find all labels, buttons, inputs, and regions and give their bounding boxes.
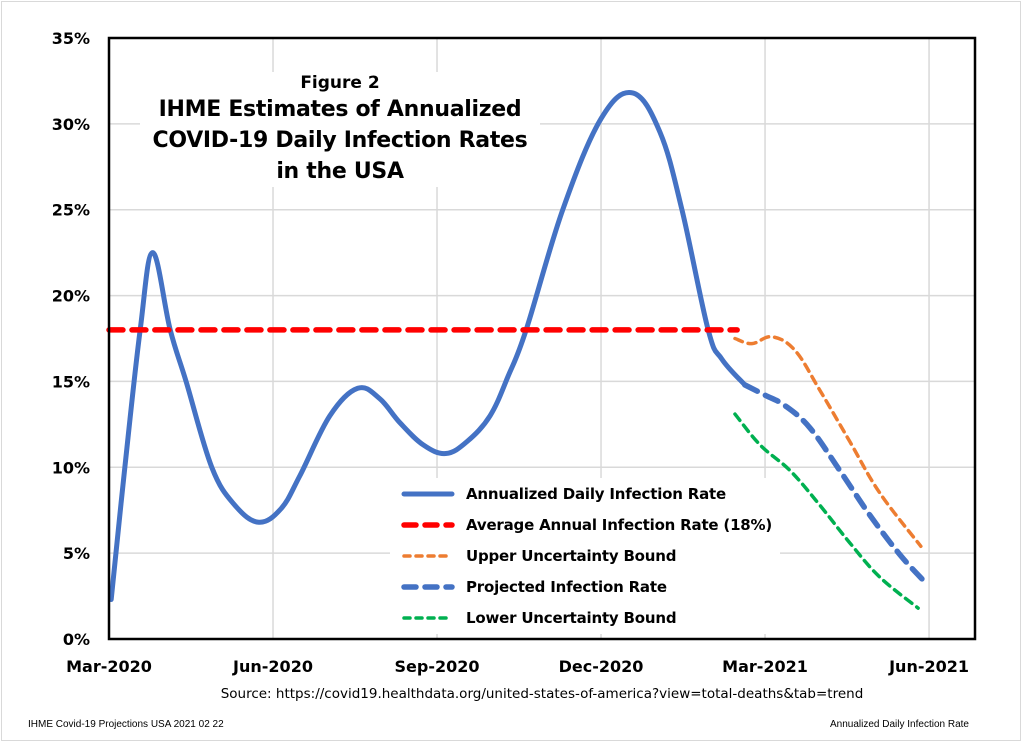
- chart-title-line-2: COVID-19 Daily Infection Rates: [152, 128, 528, 153]
- legend-item: Lower Uncertainty Bound: [390, 603, 677, 633]
- footer-left-note: IHME Covid-19 Projections USA 2021 02 22: [28, 719, 224, 730]
- x-tick-label: Sep-2020: [395, 657, 480, 676]
- y-tick-label: 20%: [52, 287, 90, 306]
- x-tick-label: Dec-2020: [559, 657, 644, 676]
- legend-label: Average Annual Infection Rate (18%): [466, 516, 773, 534]
- x-tick-label: Jun-2020: [232, 657, 313, 676]
- chart-title-line-3: in the USA: [276, 159, 404, 184]
- legend-item: Average Annual Infection Rate (18%): [390, 510, 772, 540]
- legend-label: Lower Uncertainty Bound: [466, 609, 677, 627]
- chart-title-line-1: IHME Estimates of Annualized: [158, 97, 522, 122]
- legend-swatch: [401, 522, 455, 528]
- y-tick-label: 10%: [52, 458, 90, 477]
- series-line-lower-uncertainty-bound: [733, 412, 920, 610]
- legend-item: Projected Infection Rate: [390, 572, 667, 602]
- legend-label: Upper Uncertainty Bound: [466, 547, 677, 565]
- x-tick-label: Jun-2021: [888, 657, 969, 676]
- y-tick-label: 25%: [52, 201, 90, 220]
- legend-item: Annualized Daily Infection Rate: [390, 479, 726, 509]
- x-tick-label: Mar-2021: [722, 657, 808, 676]
- legend-swatch: [402, 554, 454, 558]
- x-tick-label: Mar-2020: [66, 657, 152, 676]
- y-tick-label: 35%: [52, 29, 90, 48]
- y-tick-label: 30%: [52, 115, 90, 134]
- legend-label: Annualized Daily Infection Rate: [466, 485, 726, 503]
- chart-title-box: Figure 2 IHME Estimates of Annualized CO…: [140, 72, 540, 187]
- legend-label: Projected Infection Rate: [466, 578, 667, 596]
- figure-label: Figure 2: [300, 73, 380, 93]
- legend-swatch: [402, 616, 454, 620]
- y-tick-label: 0%: [63, 630, 90, 649]
- legend: Annualized Daily Infection Rate Average A…: [390, 478, 780, 634]
- x-axis-ticks: Mar-2020 Jun-2020 Sep-2020 Dec-2020 Mar-2021…: [66, 657, 969, 676]
- plot-border: [107, 36, 977, 641]
- y-tick-label: 15%: [52, 372, 90, 391]
- legend-item: Upper Uncertainty Bound: [390, 541, 676, 571]
- y-tick-label: 5%: [63, 544, 90, 563]
- source-note: Source: https://covid19.healthdata.org/u…: [220, 686, 864, 702]
- y-axis-ticks: 0% 5% 10% 15% 20% 25% 30% 35%: [52, 29, 90, 649]
- series-layer: [106, 90, 928, 610]
- footer-right-note: Annualized Daily Infection Rate: [830, 719, 969, 730]
- series-line-upper-uncertainty-bound: [733, 334, 923, 549]
- legend-swatch: [401, 584, 455, 590]
- series-line-projected-infection-rate: [742, 382, 928, 586]
- legend-swatch: [401, 491, 455, 497]
